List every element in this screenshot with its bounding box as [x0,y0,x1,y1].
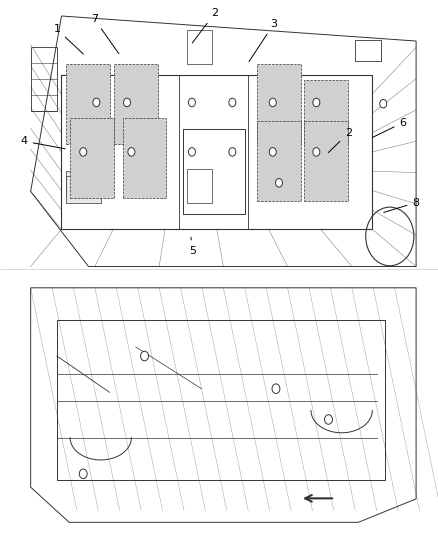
Bar [123,118,166,198]
Circle shape [188,98,195,107]
Circle shape [272,384,280,393]
Text: 3: 3 [249,19,277,62]
Bar [304,122,348,201]
Text: 6: 6 [373,118,406,138]
Text: 1: 1 [53,25,83,54]
Circle shape [79,469,87,479]
Bar [66,64,110,144]
Bar [187,169,212,203]
Text: 7: 7 [91,14,119,54]
Circle shape [325,415,332,424]
Bar [114,64,158,144]
Bar [355,40,381,61]
Bar [257,122,301,201]
Circle shape [124,98,131,107]
Circle shape [188,148,195,156]
Circle shape [141,351,148,361]
Bar [257,64,301,144]
Circle shape [80,148,87,156]
Circle shape [128,148,135,156]
Text: 8: 8 [384,198,420,212]
Bar [183,128,245,214]
Circle shape [229,148,236,156]
Circle shape [380,99,387,108]
Bar [57,320,385,480]
Bar [187,30,212,64]
Bar [61,75,372,229]
Bar [304,80,348,144]
Bar [70,118,114,198]
Circle shape [276,179,283,187]
Circle shape [313,148,320,156]
Text: 4: 4 [21,136,65,149]
Circle shape [229,98,236,107]
Bar [66,171,101,197]
Circle shape [93,98,100,107]
Circle shape [269,148,276,156]
Circle shape [313,98,320,107]
Text: 5: 5 [189,237,196,255]
Bar [31,47,57,111]
Text: 2: 2 [328,128,352,152]
Circle shape [269,98,276,107]
Bar [66,176,101,203]
Text: 2: 2 [192,9,218,43]
